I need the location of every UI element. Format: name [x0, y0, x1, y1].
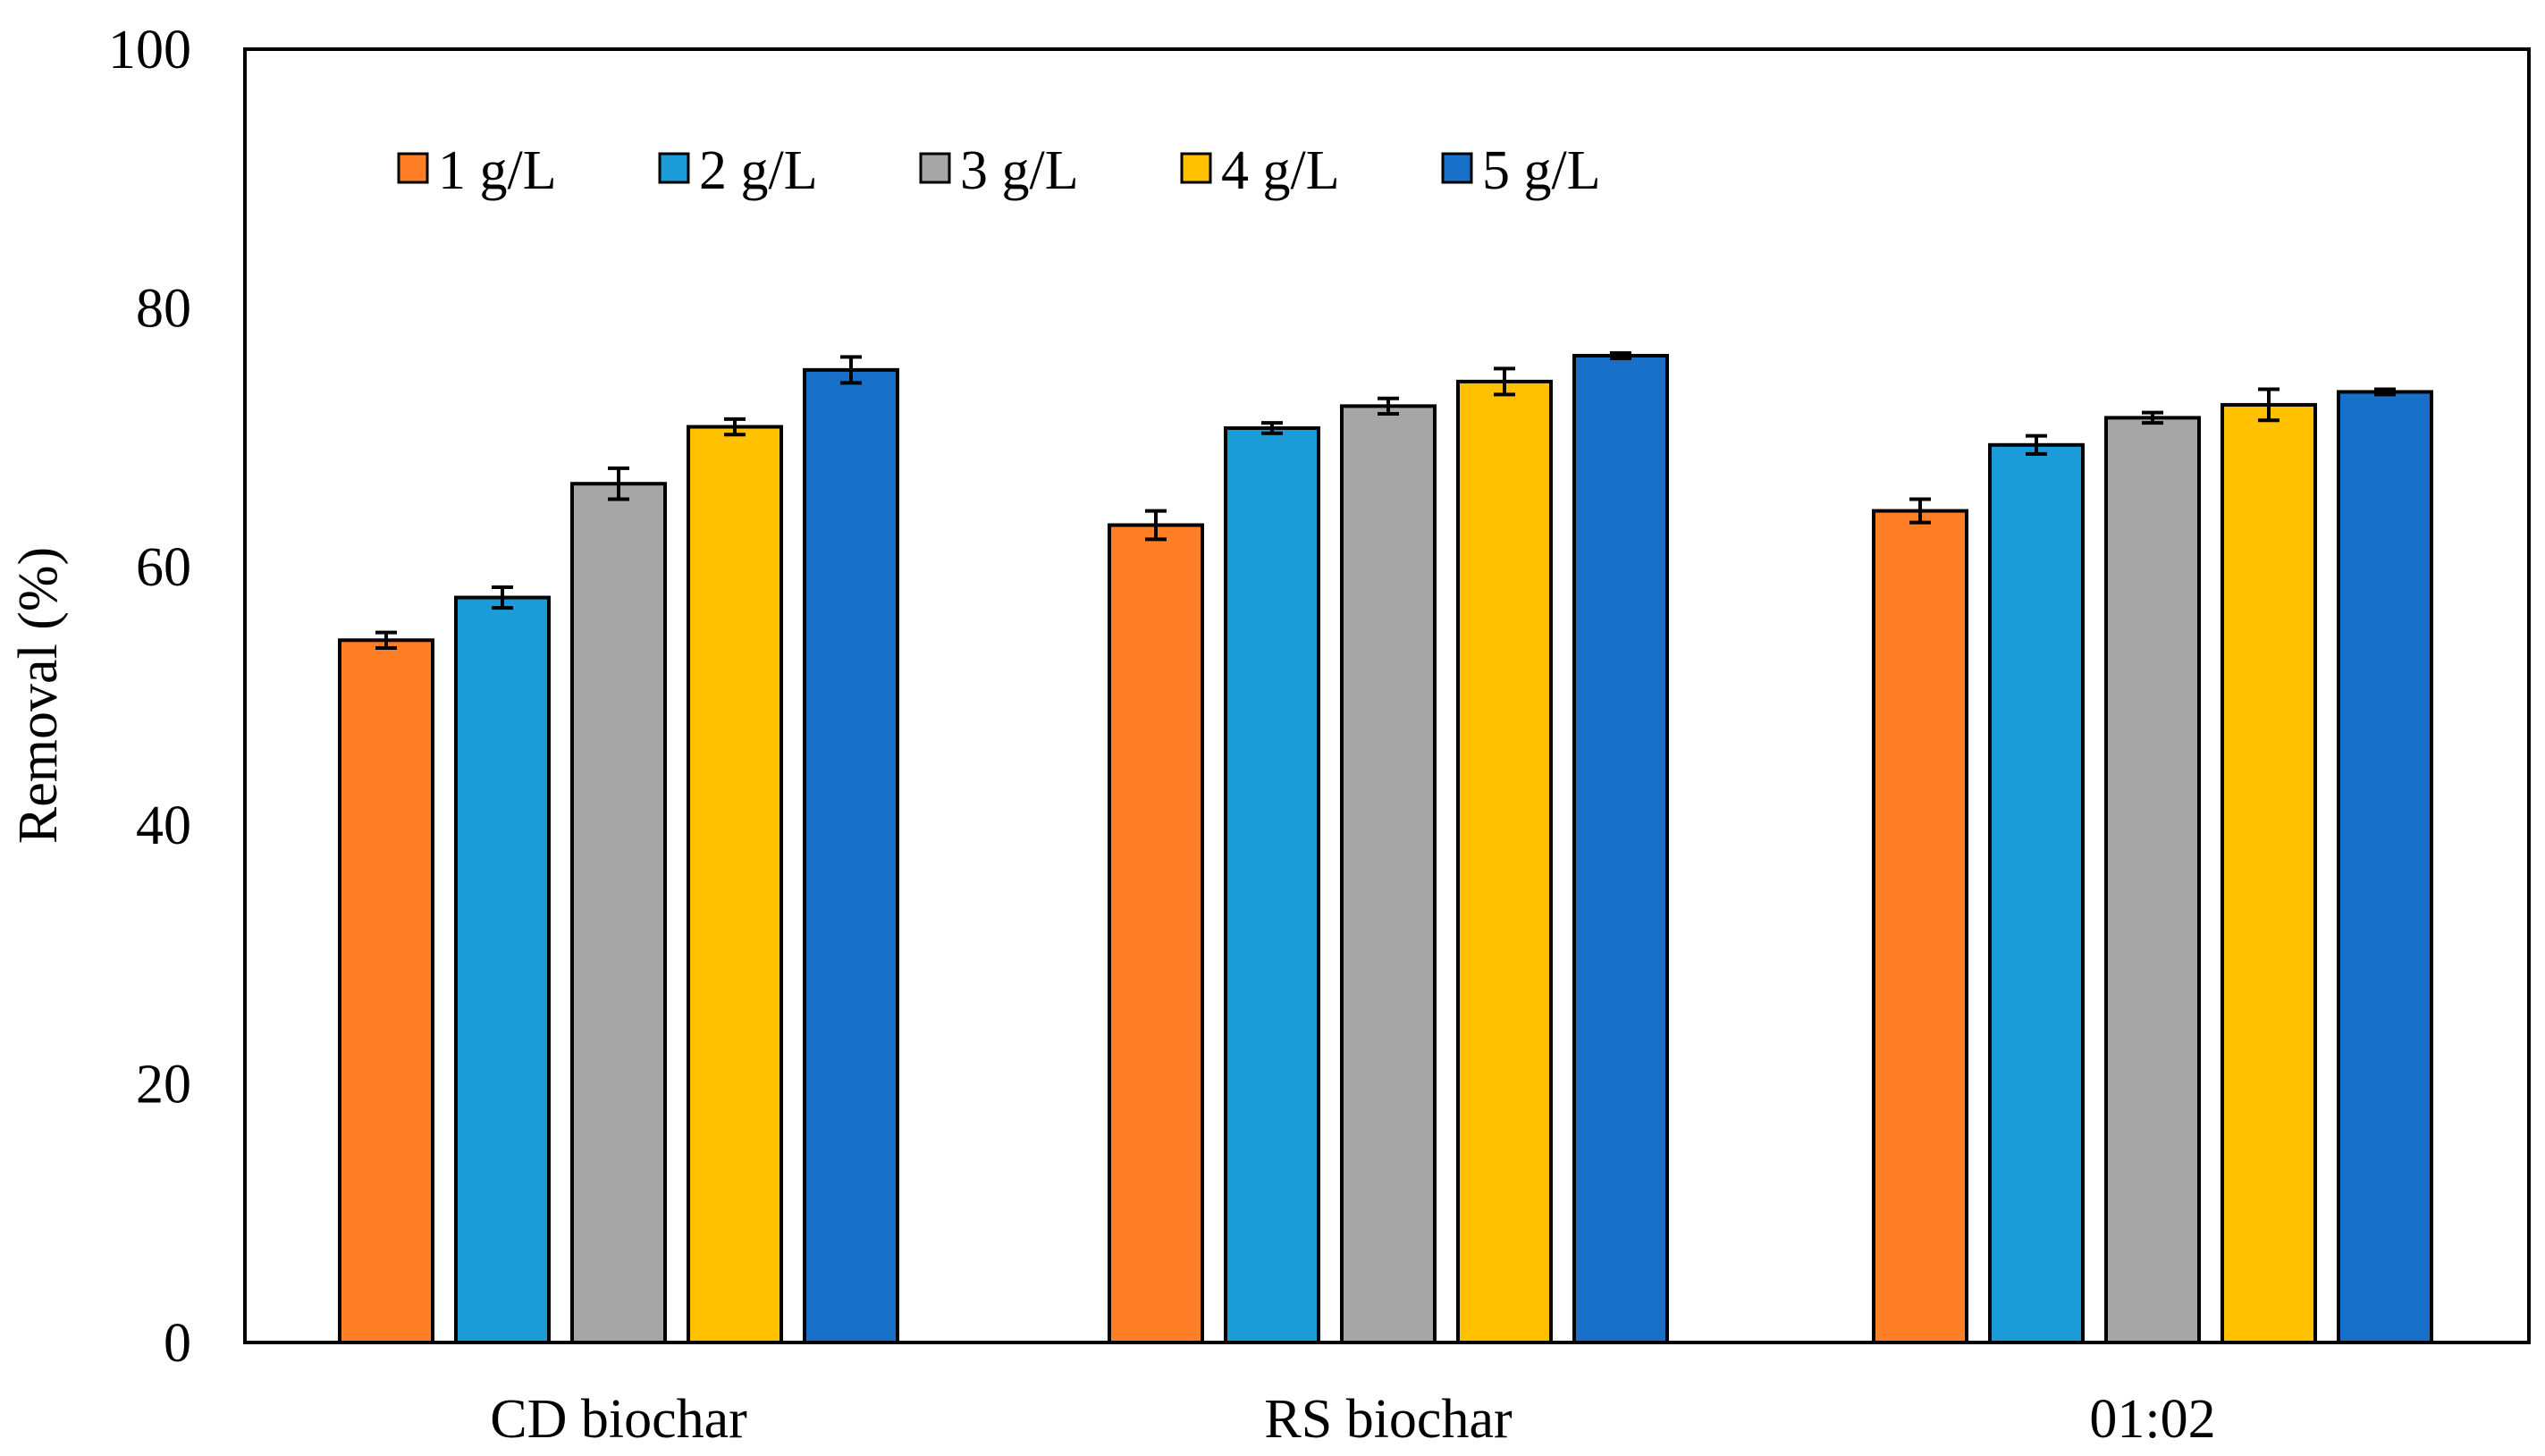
error-bar — [2026, 433, 2047, 456]
legend-label: 2 g/L — [699, 140, 818, 201]
error-bar — [1610, 351, 1631, 360]
error-bar — [492, 585, 513, 610]
error-bars — [375, 351, 2396, 650]
error-bar — [840, 355, 862, 385]
bar-3-3 — [2104, 416, 2201, 1344]
y-tick-label: 20 — [136, 1055, 191, 1115]
legend-swatch — [1180, 152, 1212, 184]
bars — [338, 353, 2433, 1345]
legend-swatch — [1441, 152, 1473, 184]
error-bar — [1261, 421, 1283, 435]
bar-2-1 — [1108, 523, 1204, 1344]
error-bar — [1494, 366, 1515, 397]
y-tick-label: 40 — [136, 795, 191, 856]
bar-1-4 — [687, 425, 783, 1344]
x-axis: CD biochar RS biochar 01:02 — [490, 1389, 2215, 1450]
error-bar — [375, 630, 397, 650]
y-tick-label: 0 — [164, 1313, 191, 1374]
error-bar — [2374, 387, 2396, 397]
legend-swatch — [658, 152, 690, 184]
legend-item: 4 g/L — [1180, 140, 1340, 201]
x-category-label: CD biochar — [490, 1389, 747, 1450]
bar-2-5 — [1572, 353, 1669, 1345]
bar-3-5 — [2337, 390, 2433, 1345]
legend-item: 1 g/L — [397, 140, 557, 201]
error-bar — [2258, 387, 2280, 423]
x-category-label: 01:02 — [2089, 1389, 2215, 1450]
bar-2-4 — [1456, 379, 1553, 1344]
bar-3-1 — [1872, 509, 1968, 1344]
y-axis-title: Removal (%) — [8, 547, 69, 844]
legend-label: 1 g/L — [438, 140, 557, 201]
y-axis: 0 20 40 60 80 100 — [108, 20, 191, 1374]
bar-2-3 — [1340, 404, 1437, 1345]
y-tick-label: 60 — [136, 537, 191, 598]
y-tick-label: 100 — [108, 20, 191, 80]
bar-1-2 — [454, 595, 551, 1344]
legend-swatch — [919, 152, 951, 184]
bar-1-5 — [803, 367, 899, 1345]
legend-label: 4 g/L — [1221, 140, 1340, 201]
bar-1-1 — [338, 638, 434, 1344]
error-bar — [2142, 410, 2163, 425]
legend-item: 3 g/L — [919, 140, 1079, 201]
legend-item: 2 g/L — [658, 140, 818, 201]
legend-item: 5 g/L — [1441, 140, 1601, 201]
legend-swatch — [397, 152, 429, 184]
error-bar — [1909, 497, 1931, 525]
legend: 1 g/L 2 g/L 3 g/L 4 g/L 5 g/L — [397, 140, 1601, 201]
error-bar — [1145, 509, 1167, 542]
bar-2-2 — [1224, 425, 1320, 1344]
x-category-label: RS biochar — [1264, 1389, 1513, 1450]
error-bar — [724, 417, 746, 437]
y-tick-label: 80 — [136, 278, 191, 339]
bar-3-2 — [1988, 442, 2085, 1345]
error-bar — [1378, 396, 1399, 417]
error-bar — [608, 466, 629, 501]
legend-label: 3 g/L — [960, 140, 1079, 201]
bar-3-4 — [2221, 402, 2317, 1344]
legend-label: 5 g/L — [1482, 140, 1601, 201]
bar-1-3 — [570, 482, 667, 1344]
